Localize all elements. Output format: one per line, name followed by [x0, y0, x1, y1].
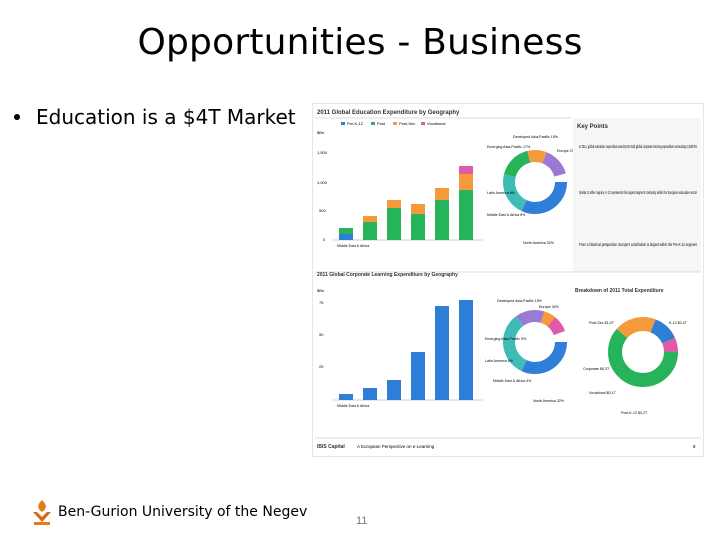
donut-slice	[608, 317, 678, 387]
breakdown-label: Vocational $0,1T	[589, 391, 617, 395]
key-points-title: Key Points	[577, 124, 609, 130]
donut-chart-1	[503, 150, 567, 214]
legend-swatch	[341, 122, 345, 125]
bar	[363, 388, 377, 400]
donut1-label: Europe 23%	[557, 149, 578, 153]
y-tick: 1,500	[317, 150, 328, 155]
donut1-label: Latin America 8%	[487, 191, 516, 195]
embedded-report-image: 2011 Global Education Expenditure by Geo…	[312, 103, 704, 457]
y-tick: 500	[319, 208, 326, 213]
chart2-ylabel: $Bn	[317, 288, 324, 293]
donut2-label: Latin America 6%	[485, 359, 514, 363]
y-tick: 25	[319, 364, 324, 369]
donut1-label: Emerging Asia-Pacific 17%	[487, 145, 531, 149]
bar	[411, 352, 425, 400]
chart1-title: 2011 Global Education Expenditure by Geo…	[317, 110, 460, 116]
bar	[411, 214, 425, 240]
bar	[435, 306, 449, 400]
bar	[387, 380, 401, 400]
logo-base	[33, 512, 51, 522]
donut-slice	[503, 310, 567, 374]
bullet-dot	[14, 113, 20, 120]
donut2-label: Europe 34%	[539, 305, 560, 309]
report-brand: IBIS Capital	[317, 444, 345, 450]
legend-label: Vocational	[427, 121, 446, 126]
legend-label: Post	[377, 121, 386, 126]
report-figure: 2011 Global Education Expenditure by Geo…	[315, 110, 701, 450]
chart2-bars	[339, 300, 473, 400]
slide-page-number: 11	[356, 515, 368, 527]
donut-slice	[503, 150, 567, 214]
bar	[339, 228, 353, 234]
donut2-label: North America 32%	[533, 399, 565, 403]
donut-chart-2	[503, 310, 567, 374]
bullet-text: Education is a $4T Market	[36, 105, 296, 129]
breakdown-label: Corporate $0,3T	[583, 367, 610, 371]
y-tick: 50	[319, 332, 324, 337]
bar	[459, 174, 473, 190]
report-subtitle: A European Perspective on e-Learning	[357, 444, 435, 449]
footer-university-name: Ben-Gurion University of the Negev	[58, 504, 308, 520]
donut-slice	[608, 317, 678, 387]
donut-slice	[503, 310, 567, 374]
key-point: In 2011, global education expenditure wa…	[579, 144, 697, 149]
logo-bar	[34, 522, 50, 525]
bar	[363, 222, 377, 240]
bar	[339, 394, 353, 400]
legend-label: Pre-K-12	[347, 121, 364, 126]
university-logo-icon	[33, 500, 51, 525]
chart1-bars	[339, 166, 473, 240]
legend-swatch	[393, 122, 397, 125]
bar	[459, 190, 473, 240]
bar	[435, 188, 449, 200]
legend-swatch	[371, 122, 375, 125]
bar	[339, 234, 353, 240]
y-tick: 1,000	[317, 180, 328, 185]
donut-slice	[503, 310, 567, 374]
bullet-item: Education is a $4T Market	[14, 105, 296, 129]
breakdown-label: Post-K-12 $0,2T	[621, 411, 648, 415]
key-point: Similar to other regions, K-12 represent…	[579, 190, 697, 195]
donut-slice	[503, 150, 567, 214]
donut1-label: Middle East & Africa 5%	[487, 213, 526, 217]
donut2-label: Middle East & Africa 4%	[493, 379, 532, 383]
chart1-legend: Pre-K-12 Post Post-Sec Vocational	[341, 121, 446, 126]
x-tick: Middle East & Africa	[337, 404, 369, 408]
x-tick: Middle East & Africa	[337, 244, 369, 248]
donut1-label: Developed Asia-Pacific 15%	[513, 135, 559, 139]
y-tick: 75	[319, 300, 324, 305]
key-point: From a historical perspective, Europe's …	[579, 242, 698, 247]
breakdown-title: Breakdown of 2011 Total Expenditure	[575, 288, 664, 294]
bar	[411, 204, 425, 214]
y-tick: 0	[323, 237, 326, 242]
key-points-panel	[573, 118, 701, 272]
chart1-x-labels: Middle East & Africa	[337, 244, 369, 248]
legend-label: Post-Sec	[399, 121, 415, 126]
donut2-label: Developed Asia-Pacific 15%	[497, 299, 543, 303]
bar	[387, 200, 401, 208]
donut-slice	[503, 150, 567, 214]
chart1-ylabel: $Bn	[317, 130, 324, 135]
report-page-number: 8	[693, 444, 696, 449]
donut1-label: North America 32%	[523, 241, 555, 245]
bar	[459, 300, 473, 400]
bar	[387, 208, 401, 240]
bar	[459, 166, 473, 174]
breakdown-label: Post-Sec $1,0T	[589, 321, 615, 325]
chart2-title: 2011 Global Corporate Learning Expenditu…	[317, 272, 458, 278]
legend-swatch	[421, 122, 425, 125]
logo-flame	[38, 500, 46, 512]
breakdown-donut	[608, 317, 678, 387]
bar	[435, 200, 449, 240]
donut2-label: Emerging Asia-Pacific 9%	[485, 337, 527, 341]
breakdown-label: K-12 $2,4T	[669, 321, 688, 325]
slide-title: Opportunities - Business	[137, 22, 583, 63]
bar	[363, 216, 377, 222]
